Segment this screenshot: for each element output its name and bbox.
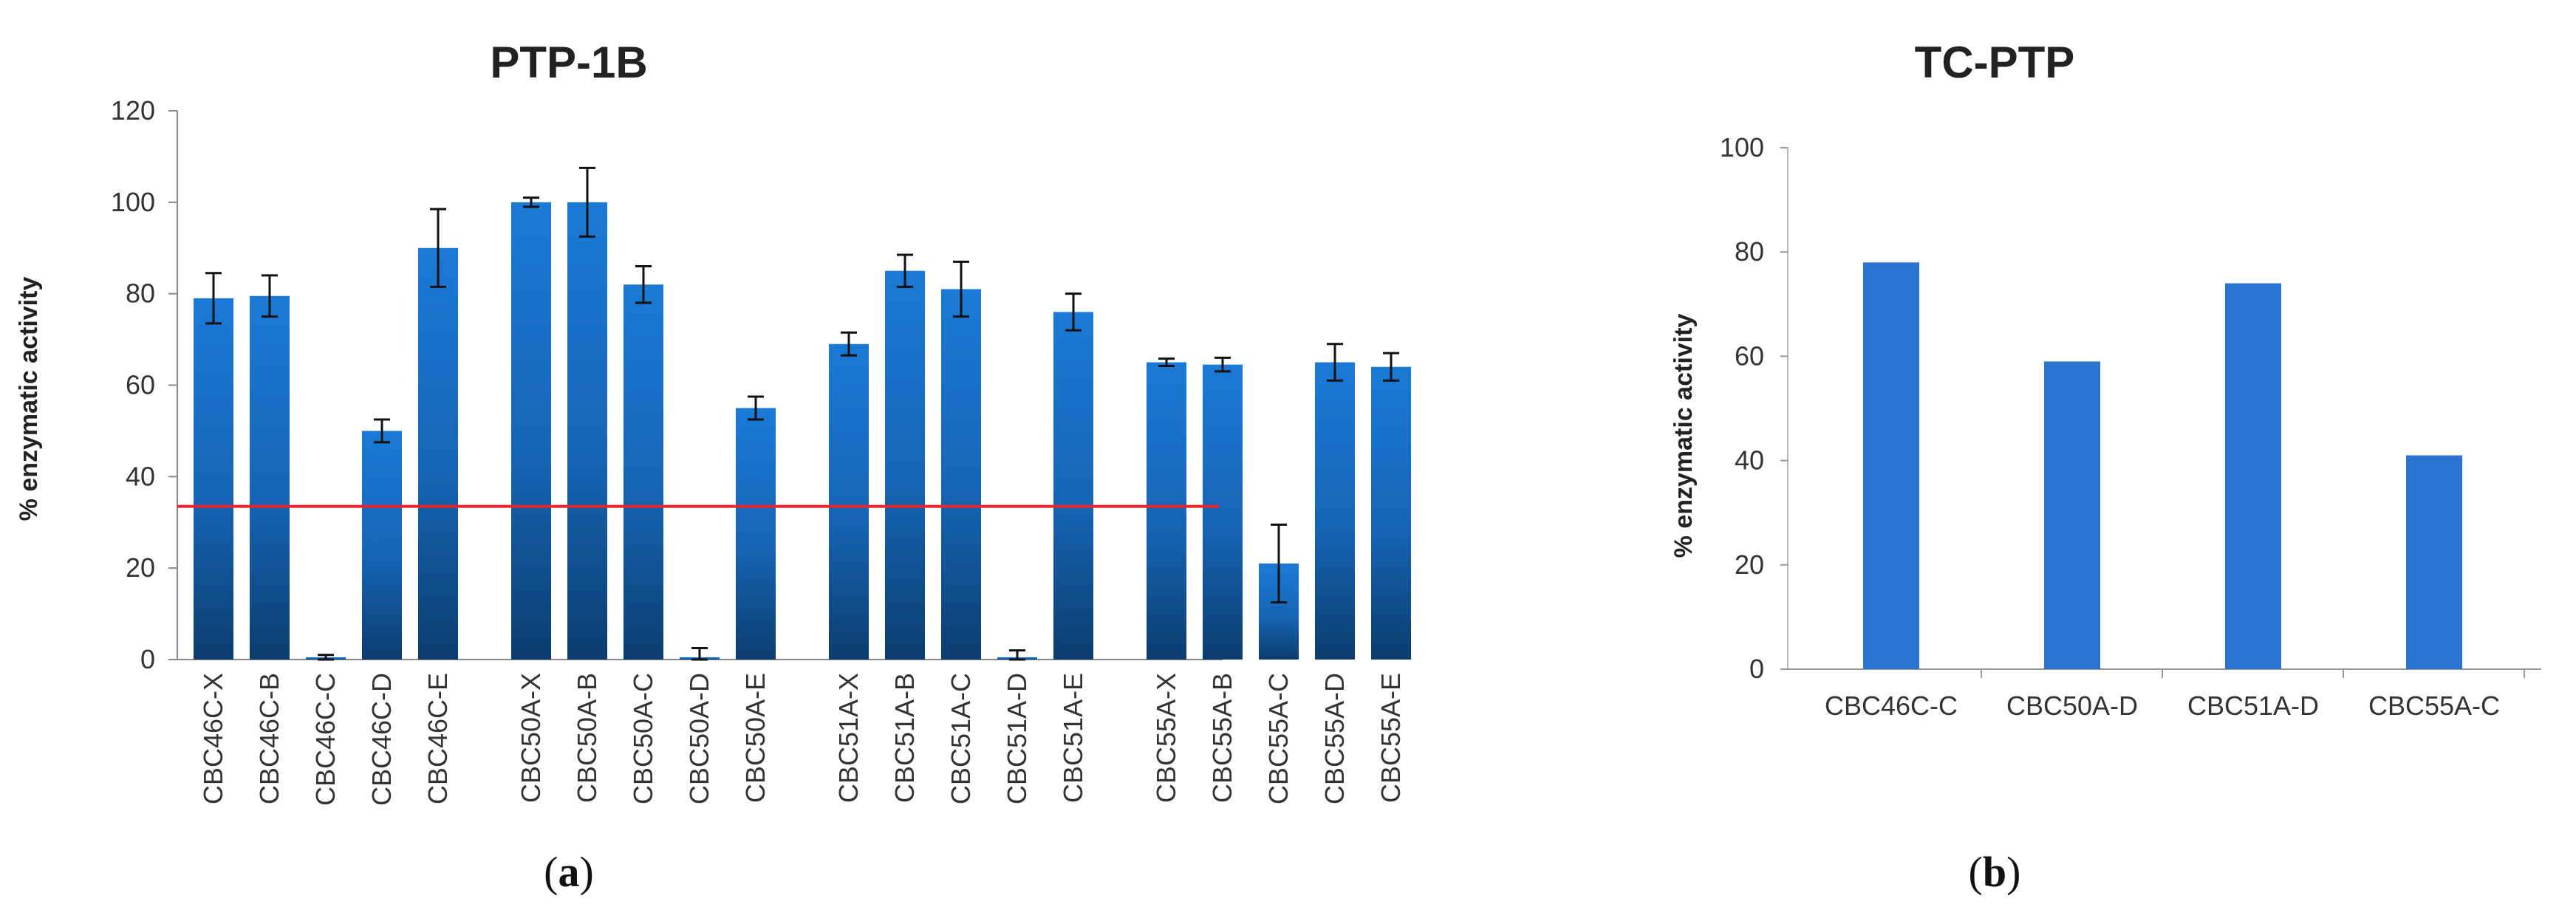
y-tick-label: 0 [140, 644, 155, 674]
category-label: CBC46C-D [366, 673, 397, 806]
category-label: CBC51A-C [946, 673, 976, 804]
bar [194, 298, 233, 660]
y-tick-label: 100 [1720, 132, 1764, 162]
chart-ptp1b: PTP-1B % enzymatic activity 0 20 40 60 80 100… [15, 38, 1411, 896]
category-label: CBC46C-C [310, 673, 341, 806]
bar [736, 408, 776, 660]
y-tick-label: 60 [126, 370, 155, 400]
bar [250, 295, 290, 660]
panel-label-b: (b) [1969, 848, 2021, 896]
bar [941, 289, 981, 660]
category-label: CBC50A-D [684, 673, 714, 804]
bar [623, 284, 663, 660]
bar [418, 247, 458, 660]
chart-title: PTP-1B [490, 38, 647, 87]
category-label: CBC55A-B [1207, 673, 1237, 803]
category-label: CBC51A-X [833, 673, 864, 803]
panel-label-a: (a) [544, 848, 594, 896]
category-label: CBC50A-C [628, 673, 658, 804]
category-label: CBC51A-E [1058, 673, 1088, 803]
category-label: CBC51A-B [889, 673, 920, 803]
panel-letter-a: a [558, 848, 580, 896]
bar [1203, 364, 1243, 660]
chart-title: TC-PTP [1915, 38, 2075, 87]
bar [2225, 283, 2281, 669]
bar [885, 270, 925, 660]
y-axis-label: % enzymatic activity [15, 277, 43, 521]
bar [1053, 312, 1093, 660]
category-labels: CBC46C-X CBC46C-B CBC46C-C CBC46C-D CBC46C-E… [198, 673, 1406, 806]
y-tick-label: 40 [1735, 445, 1764, 476]
category-label: CBC55A-C [2368, 691, 2500, 721]
y-ticks: 0 20 40 60 80 100 [1720, 132, 1788, 684]
y-tick-label: 80 [126, 278, 155, 309]
chart-tcptp: TC-PTP % enzymatic activity 0 20 40 60 80 100… [1670, 38, 2541, 896]
y-tick-label: 20 [126, 552, 155, 583]
category-label: CBC46C-X [198, 673, 228, 804]
y-tick-label: 0 [1749, 654, 1764, 684]
bar [1863, 262, 1919, 669]
category-label: CBC50A-X [516, 673, 546, 803]
bar [362, 431, 402, 660]
category-label: CBC55A-C [1263, 673, 1294, 804]
bar [829, 343, 869, 660]
y-tick-label: 100 [111, 187, 155, 217]
category-labels: CBC46C-C CBC50A-D CBC51A-D CBC55A-C [1825, 669, 2525, 721]
category-label: CBC51A-D [1002, 673, 1032, 804]
category-label: CBC46C-E [423, 673, 453, 804]
category-label: CBC50A-B [572, 673, 602, 803]
y-tick-label: 20 [1735, 549, 1764, 580]
bar [1147, 362, 1186, 660]
category-label: CBC50A-D [2006, 691, 2138, 721]
bar [511, 202, 551, 660]
category-label: CBC50A-E [740, 673, 771, 803]
panel-letter-b: b [1983, 848, 2006, 896]
y-tick-label: 60 [1735, 340, 1764, 371]
category-label: CBC46C-C [1825, 691, 1958, 721]
y-ticks: 0 20 40 60 80 100 120 [111, 95, 177, 674]
category-label: CBC55A-X [1151, 673, 1181, 803]
bar [1315, 362, 1355, 660]
category-label: CBC46C-B [254, 673, 284, 804]
y-axis-label: % enzymatic activity [1670, 314, 1698, 558]
y-tick-label: 40 [126, 461, 155, 491]
category-label: CBC55A-D [1319, 673, 1350, 804]
category-label: CBC55A-E [1376, 673, 1406, 803]
bar [2044, 361, 2100, 669]
bars [1863, 262, 2462, 669]
bar [2406, 455, 2462, 669]
category-label: CBC51A-D [2187, 691, 2319, 721]
bars [194, 202, 1411, 660]
y-tick-label: 120 [111, 95, 155, 126]
bar [567, 202, 607, 660]
error-bars [205, 166, 1399, 661]
bar [1371, 366, 1411, 660]
y-tick-label: 80 [1735, 236, 1764, 267]
